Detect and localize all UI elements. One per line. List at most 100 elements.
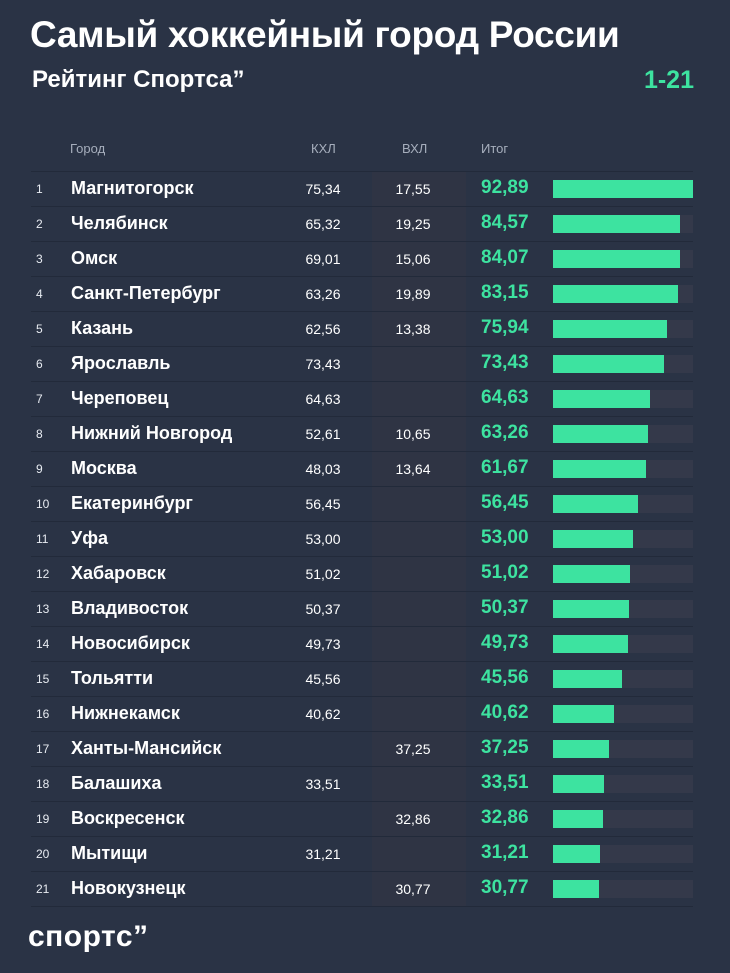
table-row: 4 Санкт-Петербург 63,26 19,89 83,15 <box>31 276 693 311</box>
rank-number: 1 <box>36 182 43 196</box>
bar-track <box>553 600 693 618</box>
vhl-score: 10,65 <box>395 426 431 442</box>
bar-track <box>553 810 693 828</box>
city-name: Ярославль <box>71 353 171 373</box>
table-row: 9 Москва 48,03 13,64 61,67 <box>31 451 693 486</box>
rank-number: 3 <box>36 252 43 266</box>
khl-score: 51,02 <box>305 566 341 582</box>
total-score: 84,07 <box>481 247 529 268</box>
vhl-score: 17,55 <box>395 181 431 197</box>
rank-number: 19 <box>36 812 50 826</box>
total-score: 30,77 <box>481 877 529 898</box>
table-row: 17 Ханты-Мансийск 37,25 37,25 <box>31 731 693 766</box>
rank-number: 5 <box>36 322 43 336</box>
vhl-score: 15,06 <box>395 251 431 267</box>
rank-range: 1-21 <box>643 66 694 94</box>
bar-track <box>553 565 693 583</box>
vhl-column-background <box>372 171 466 906</box>
table-row: 15 Тольятти 45,56 45,56 <box>31 661 693 696</box>
table-row: 7 Череповец 64,63 64,63 <box>31 381 693 416</box>
khl-score: 73,43 <box>305 356 341 372</box>
total-score: 32,86 <box>481 807 529 828</box>
city-name: Нижний Новгород <box>71 423 233 443</box>
table-row: 3 Омск 69,01 15,06 84,07 <box>31 241 693 276</box>
table-row: 5 Казань 62,56 13,38 75,94 <box>31 311 693 346</box>
rank-number: 9 <box>36 462 43 476</box>
bar-track <box>553 670 693 688</box>
bar-track <box>553 740 693 758</box>
total-score: 84,57 <box>481 212 529 233</box>
vhl-score: 32,86 <box>395 811 431 827</box>
city-name: Екатеринбург <box>71 493 193 513</box>
total-score: 83,15 <box>481 282 529 303</box>
rank-number: 11 <box>36 532 49 546</box>
bar-track <box>553 775 693 793</box>
total-bar <box>553 530 633 548</box>
total-score: 92,89 <box>481 177 529 198</box>
khl-score: 56,45 <box>305 496 341 512</box>
table-row: 8 Нижний Новгород 52,61 10,65 63,26 <box>31 416 693 451</box>
total-score: 45,56 <box>481 667 529 688</box>
vhl-score: 37,25 <box>395 741 431 757</box>
rank-number: 10 <box>36 497 50 511</box>
khl-score: 50,37 <box>305 601 341 617</box>
total-bar <box>553 320 667 338</box>
total-bar <box>553 495 638 513</box>
total-bar <box>553 565 630 583</box>
table-row: 6 Ярославль 73,43 73,43 <box>31 346 693 381</box>
table-row: 16 Нижнекамск 40,62 40,62 <box>31 696 693 731</box>
chart-subtitle: Рейтинг Спортса” <box>32 66 245 93</box>
khl-score: 64,63 <box>305 391 341 407</box>
total-bar <box>553 635 628 653</box>
total-score: 63,26 <box>481 422 529 443</box>
total-bar <box>553 250 680 268</box>
khl-score: 40,62 <box>305 706 341 722</box>
total-bar <box>553 810 603 828</box>
table-row: 1 Магнитогорск 75,34 17,55 92,89 <box>31 171 693 206</box>
city-name: Новосибирск <box>71 633 190 653</box>
rank-number: 7 <box>36 392 43 406</box>
khl-score: 75,34 <box>305 181 341 197</box>
total-bar <box>553 705 614 723</box>
city-name: Магнитогорск <box>71 178 194 198</box>
city-name: Омск <box>71 248 118 268</box>
vhl-score: 13,38 <box>395 321 431 337</box>
table-row: 19 Воскресенск 32,86 32,86 <box>31 801 693 836</box>
bar-track <box>553 250 693 268</box>
vhl-score: 30,77 <box>395 881 431 897</box>
total-bar <box>553 425 648 443</box>
rank-number: 16 <box>36 707 50 721</box>
bar-track <box>553 215 693 233</box>
khl-score: 65,32 <box>305 216 341 232</box>
total-bar <box>553 180 693 198</box>
bar-track <box>553 530 693 548</box>
sports-logo: спортс” <box>28 920 149 953</box>
table-row: 13 Владивосток 50,37 50,37 <box>31 591 693 626</box>
chart-title: Самый хоккейный город России <box>30 14 620 55</box>
city-name: Уфа <box>71 528 108 548</box>
total-bar <box>553 460 646 478</box>
rank-number: 8 <box>36 427 43 441</box>
bar-track <box>553 390 693 408</box>
city-name: Новокузнецк <box>71 878 186 898</box>
bar-track <box>553 705 693 723</box>
rank-number: 12 <box>36 567 50 581</box>
total-bar <box>553 355 664 373</box>
rank-number: 21 <box>36 882 50 896</box>
total-score: 50,37 <box>481 597 529 618</box>
city-name: Нижнекамск <box>71 703 180 723</box>
column-header-total: Итог <box>481 141 509 156</box>
total-score: 73,43 <box>481 352 529 373</box>
bar-track <box>553 495 693 513</box>
bar-track <box>553 460 693 478</box>
total-score: 64,63 <box>481 387 529 408</box>
bar-track <box>553 880 693 898</box>
rank-number: 20 <box>36 847 50 861</box>
total-score: 53,00 <box>481 527 529 548</box>
bar-track <box>553 285 693 303</box>
total-bar <box>553 880 599 898</box>
bar-track <box>553 635 693 653</box>
city-name: Череповец <box>71 388 169 408</box>
total-bar <box>553 670 622 688</box>
vhl-score: 19,89 <box>395 286 431 302</box>
